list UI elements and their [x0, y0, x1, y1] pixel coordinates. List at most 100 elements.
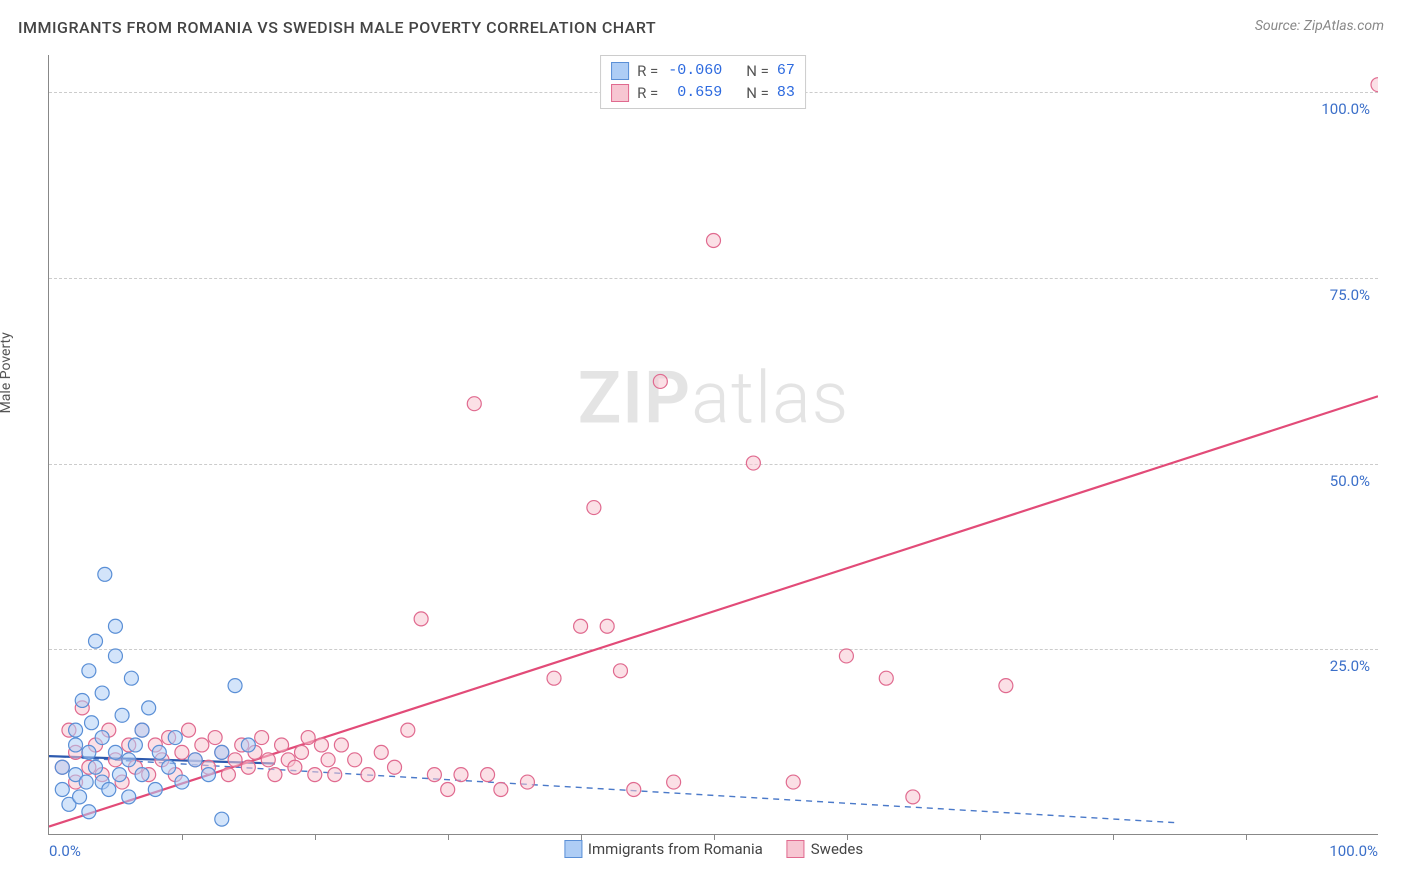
data-point-romania [102, 782, 116, 796]
data-point-swedes [175, 745, 189, 759]
data-point-romania [152, 745, 166, 759]
x-axis-max-label: 100.0% [1329, 842, 1378, 860]
data-point-swedes [275, 738, 289, 752]
swatch-icon [611, 84, 629, 102]
data-point-swedes [906, 790, 920, 804]
data-point-romania [95, 686, 109, 700]
data-point-swedes [667, 775, 681, 789]
data-point-romania [175, 775, 189, 789]
data-point-swedes [182, 723, 196, 737]
data-point-romania [142, 701, 156, 715]
data-point-swedes [879, 671, 893, 685]
n-value: 67 [777, 60, 795, 82]
data-point-romania [73, 790, 87, 804]
r-label: R = [637, 82, 658, 104]
x-tick [1246, 834, 1247, 840]
x-tick [847, 834, 848, 840]
x-tick [448, 834, 449, 840]
source-attribution: Source: ZipAtlas.com [1255, 18, 1384, 34]
data-point-swedes [308, 768, 322, 782]
data-point-swedes [574, 619, 588, 633]
legend-item-swedes: Swedes [787, 840, 863, 858]
data-point-romania [124, 671, 138, 685]
source-prefix: Source: [1255, 18, 1304, 34]
r-value: -0.060 [666, 60, 722, 82]
swatch-icon [611, 62, 629, 80]
data-point-swedes [301, 731, 315, 745]
data-point-romania [188, 753, 202, 767]
data-point-swedes [334, 738, 348, 752]
data-point-swedes [653, 374, 667, 388]
data-point-romania [75, 693, 89, 707]
x-tick [182, 834, 183, 840]
x-tick [980, 834, 981, 840]
data-point-swedes [221, 768, 235, 782]
data-point-romania [82, 805, 96, 819]
data-point-swedes [627, 782, 641, 796]
y-axis-label: Male Poverty [0, 332, 14, 413]
data-point-romania [128, 738, 142, 752]
data-point-swedes [401, 723, 415, 737]
swatch-icon [787, 840, 805, 858]
data-point-romania [98, 567, 112, 581]
n-value: 83 [777, 82, 795, 104]
data-point-romania [135, 723, 149, 737]
data-point-romania [95, 731, 109, 745]
data-point-swedes [321, 753, 335, 767]
data-point-swedes [314, 738, 328, 752]
correlation-legend: R = -0.060 N = 67 R = 0.659 N = 83 [600, 55, 806, 109]
data-point-romania [122, 790, 136, 804]
data-point-swedes [388, 760, 402, 774]
x-tick [1113, 834, 1114, 840]
r-label: R = [637, 60, 658, 82]
source-name: ZipAtlas.com [1304, 18, 1384, 34]
legend-item-romania: Immigrants from Romania [564, 840, 763, 858]
data-point-swedes [288, 760, 302, 774]
data-point-romania [115, 708, 129, 722]
data-point-romania [69, 738, 83, 752]
data-point-swedes [587, 501, 601, 515]
data-point-swedes [348, 753, 362, 767]
data-point-swedes [613, 664, 627, 678]
data-point-swedes [261, 753, 275, 767]
data-point-swedes [520, 775, 534, 789]
data-point-swedes [208, 731, 222, 745]
data-point-swedes [427, 768, 441, 782]
data-point-swedes [441, 782, 455, 796]
data-point-swedes [839, 649, 853, 663]
data-point-romania [112, 768, 126, 782]
data-point-romania [148, 782, 162, 796]
x-tick [714, 834, 715, 840]
data-point-swedes [454, 768, 468, 782]
x-axis-min-label: 0.0% [49, 842, 81, 860]
data-point-swedes [481, 768, 495, 782]
data-point-swedes [1371, 78, 1378, 92]
data-point-romania [215, 812, 229, 826]
legend-label: Swedes [811, 840, 863, 858]
x-tick [581, 834, 582, 840]
data-point-romania [135, 768, 149, 782]
data-point-romania [162, 760, 176, 774]
data-point-romania [82, 664, 96, 678]
n-label: N = [746, 60, 769, 82]
data-point-swedes [361, 768, 375, 782]
data-point-romania [85, 716, 99, 730]
n-label: N = [746, 82, 769, 104]
data-point-romania [55, 760, 69, 774]
data-point-swedes [707, 233, 721, 247]
data-point-romania [201, 768, 215, 782]
r-value: 0.659 [666, 82, 722, 104]
data-point-swedes [228, 753, 242, 767]
plot-area: ZIPatlas 0.0% 100.0% Immigrants from Rom… [48, 55, 1378, 835]
data-point-romania [215, 745, 229, 759]
data-point-romania [122, 753, 136, 767]
data-point-swedes [999, 679, 1013, 693]
data-point-swedes [746, 456, 760, 470]
data-point-swedes [786, 775, 800, 789]
data-point-swedes [195, 738, 209, 752]
data-point-romania [228, 679, 242, 693]
swatch-icon [564, 840, 582, 858]
legend-label: Immigrants from Romania [588, 840, 763, 858]
data-point-romania [241, 738, 255, 752]
data-point-swedes [295, 745, 309, 759]
